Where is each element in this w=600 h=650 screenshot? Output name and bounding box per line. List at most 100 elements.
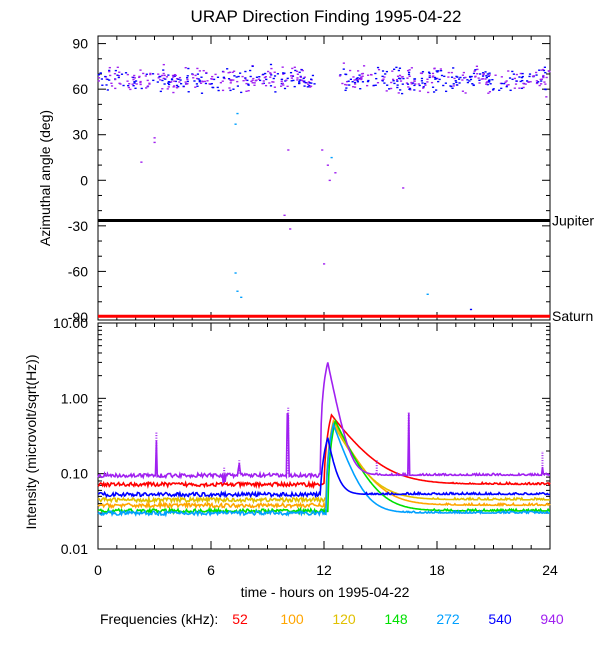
azimuth-point: [175, 84, 179, 87]
azimuth-point: [268, 82, 271, 84]
azimuth-point: [117, 76, 120, 79]
azimuth-point: [230, 79, 233, 81]
azimuth-point: [234, 272, 237, 274]
azimuth-point: [345, 80, 349, 83]
azimuth-point: [432, 91, 436, 93]
azimuth-point: [212, 78, 216, 81]
azimuth-point: [120, 73, 124, 75]
azimuth-point: [464, 76, 467, 79]
azimuth-point: [173, 75, 176, 77]
azimuth-point: [262, 82, 265, 85]
azimuth-tick-label: 0: [80, 172, 88, 188]
azimuth-point: [253, 84, 256, 86]
azimuth-point: [228, 87, 231, 89]
intensity-tick-label: 0.01: [61, 541, 88, 557]
azimuth-point: [251, 65, 254, 68]
azimuth-point: [535, 71, 538, 74]
azimuth-point: [101, 84, 104, 86]
x-tick-label: 6: [207, 562, 215, 578]
azimuth-point: [417, 83, 420, 85]
azimuth-point: [382, 78, 385, 80]
azimuth-point: [145, 87, 148, 89]
azimuth-point: [282, 84, 285, 86]
azimuth-point: [543, 81, 546, 83]
azimuth-point: [412, 82, 415, 84]
azimuth-point: [97, 77, 101, 79]
azimuth-point: [221, 80, 224, 82]
azimuth-point: [227, 78, 231, 80]
azimuth-point: [402, 77, 405, 80]
azimuth-point: [512, 73, 515, 75]
azimuth-point: [430, 81, 434, 84]
azimuth-point: [194, 86, 197, 88]
azimuth-point: [513, 77, 517, 80]
azimuth-point: [173, 85, 176, 87]
azimuth-point: [193, 80, 196, 82]
azimuth-point: [159, 90, 162, 93]
azimuth-point: [311, 74, 315, 77]
azimuth-point: [114, 69, 117, 72]
azimuth-point: [361, 81, 365, 83]
azimuth-point: [489, 83, 492, 85]
azimuth-point: [185, 83, 188, 85]
azimuth-point: [351, 80, 354, 83]
azimuth-tick-label: -90: [68, 309, 88, 325]
azimuth-point: [229, 79, 232, 81]
azimuth-point: [263, 76, 266, 79]
azimuth-point: [148, 83, 151, 85]
azimuth-point: [228, 71, 231, 73]
azimuth-point: [105, 84, 108, 86]
azimuth-point: [114, 78, 117, 81]
azimuth-point: [444, 82, 447, 84]
azimuth-point: [175, 77, 179, 80]
azimuth-point: [408, 75, 411, 77]
azimuth-point: [191, 73, 194, 76]
azimuth-point: [468, 75, 472, 78]
azimuth-point: [390, 87, 393, 90]
legend-item-272: 272: [436, 611, 460, 627]
azimuth-point: [515, 80, 518, 82]
azimuth-point: [457, 78, 461, 80]
azimuth-tick-label: 60: [72, 81, 88, 97]
azimuth-point: [146, 79, 149, 82]
azimuth-point: [423, 82, 427, 85]
azimuth-point: [356, 77, 359, 79]
azimuth-point: [431, 72, 435, 75]
azimuth-point: [538, 69, 541, 71]
azimuth-point: [454, 80, 457, 82]
azimuth-point: [262, 73, 265, 76]
azimuth-point: [362, 65, 366, 67]
azimuth-point: [355, 77, 358, 80]
azimuth-point: [397, 92, 400, 94]
azimuth-point: [375, 77, 378, 80]
azimuth-point: [110, 82, 113, 85]
azimuth-point: [356, 79, 359, 82]
azimuth-point: [352, 86, 355, 88]
azimuth-point: [134, 80, 138, 82]
azimuth-point: [296, 73, 299, 75]
azimuth-point: [118, 71, 121, 73]
azimuth-point: [283, 87, 287, 90]
azimuth-point: [295, 70, 299, 73]
azimuth-point: [431, 76, 434, 78]
azimuth-point: [180, 83, 183, 85]
azimuth-point: [281, 82, 284, 85]
legend-label: Frequencies (kHz):: [100, 611, 218, 627]
azimuth-point: [377, 68, 381, 71]
azimuth-point: [240, 296, 243, 299]
azimuth-point: [357, 78, 360, 81]
azimuth-point: [452, 67, 455, 69]
azimuth-point: [276, 73, 279, 75]
intensity-panel: 10.00 1.00 0.10 0.01 0 6 12 18 24 Intensity (mic…: [23, 315, 558, 600]
azimuth-point: [206, 80, 209, 82]
azimuth-point: [139, 81, 142, 84]
azimuth-point: [162, 63, 165, 66]
azimuth-point: [234, 123, 237, 125]
azimuth-point: [303, 85, 306, 87]
azimuth-point: [173, 80, 176, 82]
azimuth-point: [439, 68, 442, 70]
azimuth-point: [408, 88, 411, 90]
azimuth-point: [511, 78, 514, 81]
azimuth-point: [184, 67, 187, 69]
azimuth-point: [470, 75, 473, 78]
